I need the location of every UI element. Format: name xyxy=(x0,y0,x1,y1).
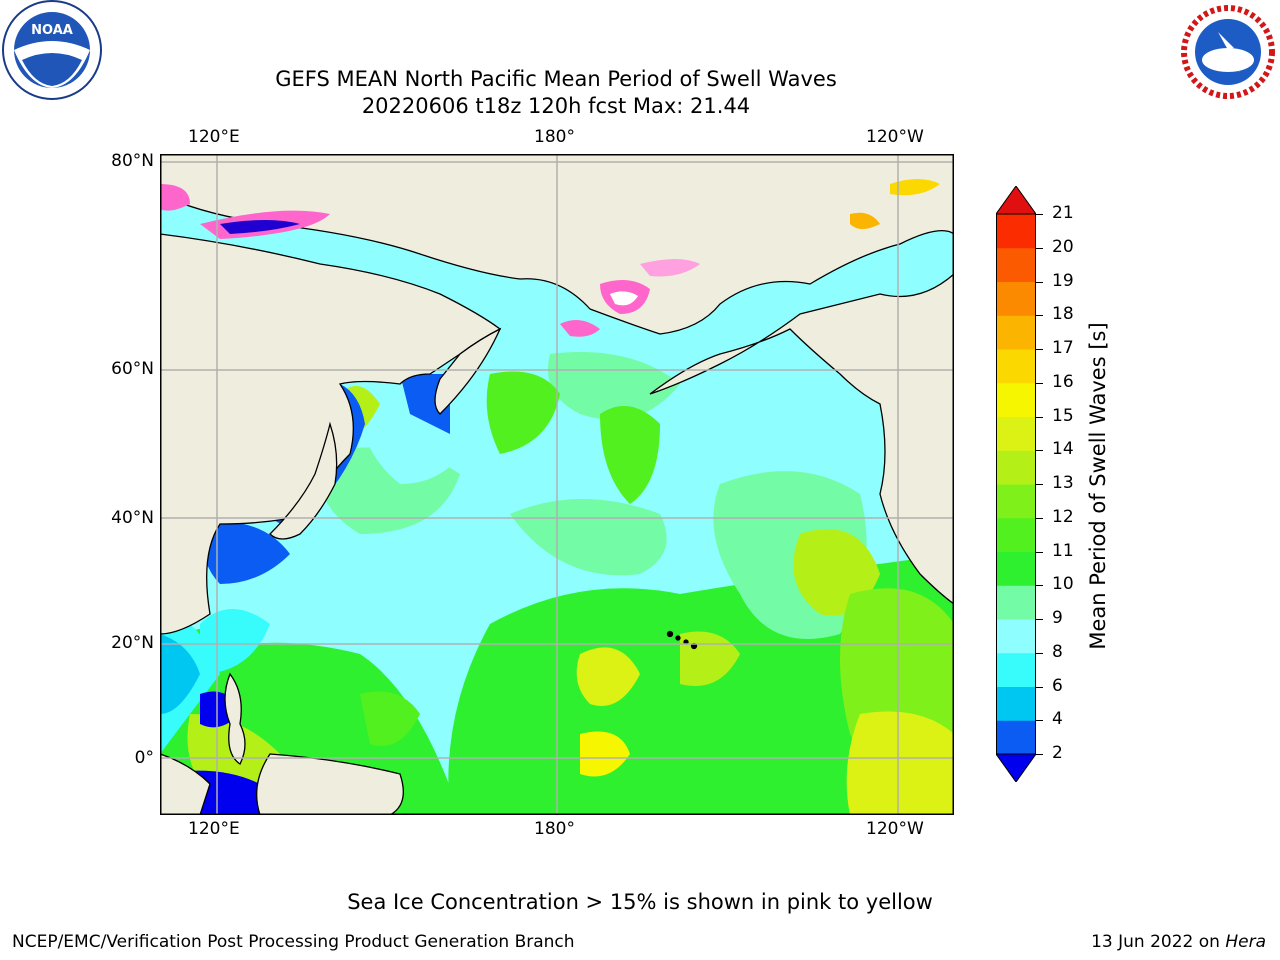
footer-machine: Hera xyxy=(1225,932,1266,952)
colorbar-over-triangle xyxy=(996,186,1036,215)
colorbar-segment xyxy=(996,652,1036,687)
footer-credit: NCEP/EMC/Verification Post Processing Pr… xyxy=(12,932,575,952)
lat-label-0: 0° xyxy=(134,748,154,768)
nws-logo xyxy=(1181,5,1275,99)
footer-date-text: 13 Jun 2022 on xyxy=(1091,932,1226,952)
colorbar-tick-label: 19 xyxy=(1052,270,1074,291)
colorbar-tick-label: 2 xyxy=(1052,743,1063,763)
colorbar-tick-label: 9 xyxy=(1052,608,1063,628)
svg-text:NOAA: NOAA xyxy=(31,23,73,38)
colorbar-segment xyxy=(996,619,1036,654)
bottom-lon-label-120e: 120°E xyxy=(188,819,240,839)
colorbar-tick-mark xyxy=(1036,585,1043,587)
colorbar-tick-label: 10 xyxy=(1052,574,1074,595)
colorbar-segment xyxy=(996,416,1036,451)
top-lon-label-120w: 120°W xyxy=(866,127,924,147)
swell-period-map xyxy=(160,154,954,815)
colorbar-tick-mark xyxy=(1036,754,1043,755)
colorbar-tick-mark xyxy=(1036,484,1043,485)
colorbar-tick-label: 15 xyxy=(1052,405,1074,426)
lat-label-80n: 80°N xyxy=(111,151,154,171)
colorbar-tick-label: 12 xyxy=(1052,506,1074,527)
colorbar-tick-label: 17 xyxy=(1052,338,1074,358)
top-lon-label-180: 180° xyxy=(534,127,575,147)
colorbar-segment xyxy=(996,585,1036,620)
colorbar-tick-label: 16 xyxy=(1052,371,1074,392)
colorbar-tick-mark xyxy=(1036,247,1043,249)
colorbar-tick-label: 11 xyxy=(1052,540,1074,561)
colorbar-tick-mark xyxy=(1036,281,1043,283)
lat-label-40n: 40°N xyxy=(111,508,154,528)
colorbar-segment xyxy=(996,349,1036,384)
colorbar-tick-mark xyxy=(1036,652,1043,654)
colorbar-segment xyxy=(996,551,1036,586)
colorbar-tick-mark xyxy=(1036,315,1043,317)
colorbar-tick-mark xyxy=(1036,619,1043,620)
colorbar-segment xyxy=(996,686,1036,721)
bottom-lon-label-120w: 120°W xyxy=(866,819,924,839)
lat-label-60n: 60°N xyxy=(111,359,154,379)
colorbar-segment xyxy=(996,281,1036,316)
footer-date: 13 Jun 2022 on Hera xyxy=(1091,932,1266,952)
chart-title: GEFS MEAN North Pacific Mean Period of S… xyxy=(275,67,837,91)
colorbar-segment xyxy=(996,382,1036,417)
colorbar-tick-label: 4 xyxy=(1052,709,1063,730)
sea-ice xyxy=(160,179,940,337)
colorbar-segment xyxy=(996,720,1036,755)
colorbar-tick-mark xyxy=(1036,214,1043,215)
top-lon-label-120e: 120°E xyxy=(188,127,240,147)
colorbar-tick-mark xyxy=(1036,382,1043,384)
colorbar-tick-label: 18 xyxy=(1052,304,1074,325)
colorbar-label: Mean Period of Swell Waves [s] xyxy=(1086,322,1110,650)
colorbar-tick-label: 20 xyxy=(1052,236,1074,257)
colorbar-segment xyxy=(996,484,1036,519)
colorbar-under-triangle xyxy=(996,753,1036,782)
colorbar-tick-label: 8 xyxy=(1052,641,1063,662)
noaa-logo: NOAA xyxy=(2,0,102,100)
colorbar-tick-label: 6 xyxy=(1052,675,1063,696)
chart-subtitle: 20220606 t18z 120h fcst Max: 21.44 xyxy=(361,94,751,118)
colorbar-tick-mark xyxy=(1036,349,1043,350)
colorbar-tick-mark xyxy=(1036,416,1043,418)
colorbar xyxy=(996,186,1036,782)
colorbar-tick-mark xyxy=(1036,551,1043,553)
colorbar-tick-label: 14 xyxy=(1052,439,1074,460)
colorbar-frame xyxy=(996,213,1036,755)
colorbar-tick-mark xyxy=(1036,517,1043,519)
map-frame xyxy=(160,154,954,815)
colorbar-tick-label: 13 xyxy=(1052,473,1074,493)
sea-ice-note: Sea Ice Concentration > 15% is shown in … xyxy=(347,890,933,914)
lat-label-20n: 20°N xyxy=(111,633,154,653)
graticule xyxy=(160,154,954,815)
colorbar-segment xyxy=(996,315,1036,350)
colorbar-tick-mark xyxy=(1036,720,1043,722)
bottom-lon-label-180: 180° xyxy=(534,819,575,839)
colorbar-segment xyxy=(996,517,1036,552)
colorbar-segment xyxy=(996,214,1036,249)
colorbar-tick-mark xyxy=(1036,450,1043,452)
colorbar-tick-mark xyxy=(1036,686,1043,688)
colorbar-segment xyxy=(996,450,1036,485)
colorbar-tick-label: 21 xyxy=(1052,203,1074,223)
colorbar-segment xyxy=(996,247,1036,282)
